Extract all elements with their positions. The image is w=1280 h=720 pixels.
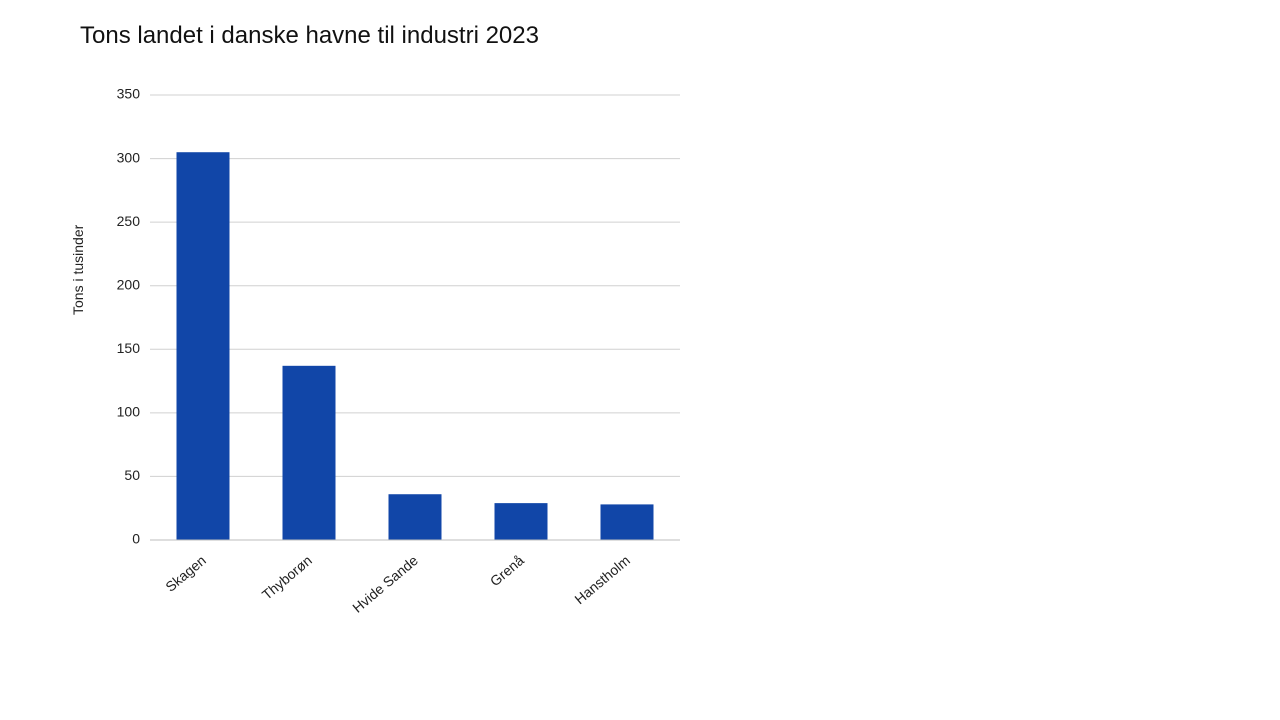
y-tick-label: 300 — [117, 149, 141, 165]
y-tick-label: 100 — [117, 404, 141, 420]
bar-chart: 0 50 100 150 200 250 300 350 Skagen Thyborøn Hvide… — [80, 85, 700, 685]
x-tick-label: Hvide Sande — [349, 552, 421, 616]
y-tick-label: 200 — [117, 276, 141, 292]
chart-container: Tons i tusinder 050100150200250300350Ska… — [80, 85, 700, 685]
x-tick-label: Hanstholm — [571, 552, 633, 607]
bar — [601, 504, 654, 540]
page: Tons landet i danske havne til industri … — [0, 0, 1280, 720]
bar — [177, 152, 230, 540]
bar — [389, 494, 442, 540]
bar — [495, 503, 548, 540]
x-tick-label: Thyborøn — [259, 552, 315, 603]
y-tick-label: 150 — [117, 340, 141, 356]
y-tick-label: 350 — [117, 86, 141, 102]
chart-title: Tons landet i danske havne til industri … — [80, 22, 539, 50]
y-axis-label: Tons i tusinder — [70, 225, 86, 315]
x-tick-label: Grenå — [487, 552, 527, 589]
x-tick-label: Skagen — [162, 552, 209, 595]
bar — [283, 366, 336, 540]
y-tick-label: 250 — [117, 213, 141, 229]
y-tick-label: 50 — [124, 467, 140, 483]
y-tick-label: 0 — [132, 531, 140, 547]
